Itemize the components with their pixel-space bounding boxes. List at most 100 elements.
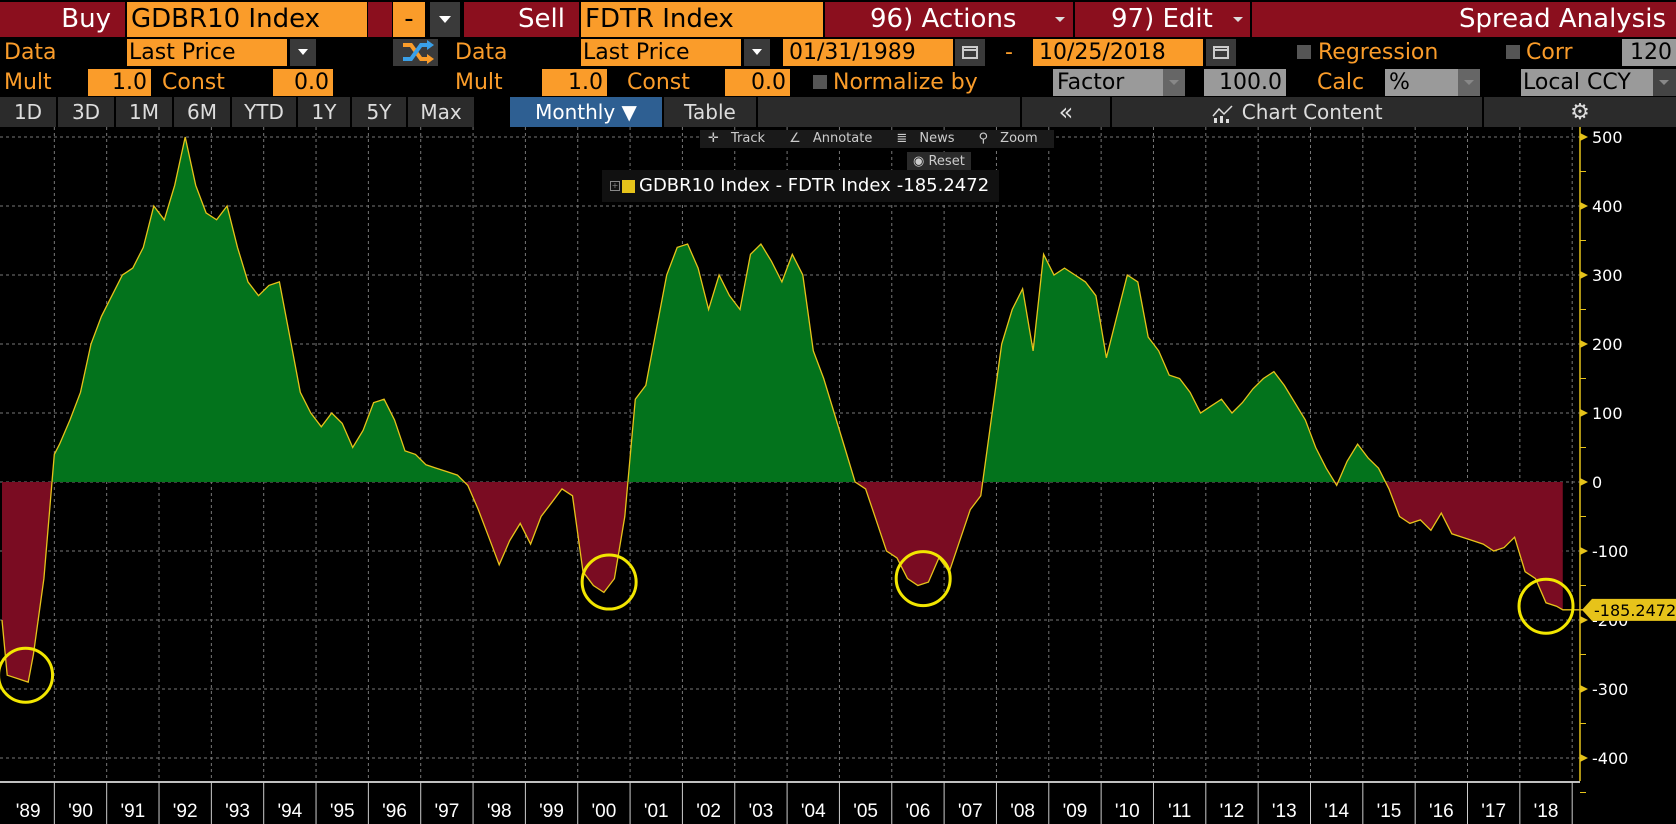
reset-label: Reset (928, 154, 965, 169)
corr-label: Corr (1526, 40, 1573, 65)
swap-icon (403, 40, 434, 64)
sell-mult-field[interactable]: 1.0 (542, 69, 607, 96)
tab-max[interactable]: Max (408, 97, 476, 127)
normalize-dropdown[interactable] (1163, 69, 1185, 96)
sell-ticker-input[interactable]: FDTR Index (581, 2, 823, 37)
svg-text:-185.2472: -185.2472 (1594, 601, 1676, 620)
currency-select[interactable]: Local CCY (1521, 69, 1653, 96)
settings-button[interactable]: ⚙ (1484, 97, 1676, 127)
tab-5y[interactable]: 5Y (352, 97, 408, 127)
chart-content-label: Chart Content (1241, 100, 1383, 124)
zoom-button[interactable]: ⚲ Zoom (971, 130, 1054, 148)
chevron-down-icon (752, 49, 762, 55)
chart-legend[interactable]: + GDBR10 Index - FDTR Index -185.2472 (602, 170, 1000, 202)
svg-text:'00: '00 (592, 801, 617, 822)
sell-ticker-text: FDTR Index (585, 4, 734, 34)
buy-ticker-input[interactable]: GDBR10 Index (127, 2, 367, 37)
start-date-field[interactable]: 01/31/1989 (783, 39, 953, 66)
svg-text:'99: '99 (539, 801, 564, 822)
svg-text:'05: '05 (853, 801, 878, 822)
svg-text:'04: '04 (801, 801, 826, 822)
start-date-calendar-button[interactable] (955, 39, 985, 66)
normalize-value: Factor (1057, 70, 1125, 95)
track-button[interactable]: ✛ Track (700, 130, 781, 148)
sell-label: Sell (518, 4, 565, 34)
svg-text:500: 500 (1592, 128, 1623, 147)
tab-spacer (758, 97, 1022, 127)
svg-text:100: 100 (1592, 404, 1623, 423)
tab-1d[interactable]: 1D (0, 97, 58, 127)
reset-icon: ◉ (913, 154, 925, 169)
spread-line (1, 136, 1583, 683)
end-date-field[interactable]: 10/25/2018 (1033, 39, 1203, 66)
track-label: Track (731, 131, 766, 146)
edit-menu[interactable]: 97) Edit (1075, 2, 1250, 37)
sell-const-label: Const (627, 70, 690, 95)
calc-dropdown[interactable] (1458, 69, 1480, 96)
tab-ytd[interactable]: YTD (232, 97, 298, 127)
actions-menu[interactable]: 96) Actions (825, 2, 1073, 37)
operator-select[interactable]: - (393, 2, 425, 37)
annotate-button[interactable]: ∠ Annotate (781, 130, 888, 148)
expand-icon[interactable]: + (610, 181, 620, 191)
end-date-calendar-button[interactable] (1206, 39, 1236, 66)
chart-content-button[interactable]: Chart Content (1112, 97, 1484, 127)
currency-dropdown[interactable] (1653, 69, 1676, 96)
buy-const-field[interactable]: 0.0 (273, 69, 333, 96)
sell-data-label: Data (455, 40, 508, 65)
page-title: Spread Analysis (1459, 4, 1666, 34)
svg-text:'14: '14 (1324, 801, 1349, 822)
svg-text:0: 0 (1592, 473, 1602, 492)
corr-window-field[interactable]: 120 (1622, 39, 1676, 66)
tab-monthly[interactable]: Monthly ▼ (510, 97, 664, 127)
normalize-checkbox[interactable] (813, 75, 827, 89)
tab-1m[interactable]: 1M (116, 97, 174, 127)
collapse-button[interactable]: « (1022, 97, 1112, 127)
zoom-label: Zoom (1000, 131, 1038, 146)
gear-icon: ⚙ (1570, 100, 1590, 125)
buy-mult-field[interactable]: 1.0 (88, 69, 151, 96)
buy-label: Buy (61, 4, 111, 34)
tab-6m[interactable]: 6M (174, 97, 232, 127)
reset-button[interactable]: ◉ Reset (907, 152, 971, 172)
highlight-circles (0, 550, 1575, 704)
tab-1y[interactable]: 1Y (298, 97, 352, 127)
sell-label-cell: Sell (464, 2, 579, 37)
normalize-label: Normalize by (833, 70, 978, 95)
calc-select[interactable]: % (1385, 69, 1458, 96)
sell-const-field[interactable]: 0.0 (725, 69, 790, 96)
date-separator: - (1005, 40, 1013, 65)
buy-ticker-text: GDBR10 Index (131, 4, 320, 34)
last-value-tag: -185.2472 (1582, 598, 1676, 621)
end-date-value: 10/25/2018 (1039, 40, 1166, 65)
normalize-select[interactable]: Factor (1053, 69, 1163, 96)
chevron-down-icon (1464, 80, 1474, 85)
regression-checkbox[interactable] (1297, 45, 1311, 59)
chevron-down-icon (298, 49, 308, 55)
sell-data-dropdown[interactable] (744, 39, 770, 66)
factor-field[interactable]: 100.0 (1204, 69, 1286, 96)
svg-text:'92: '92 (173, 801, 198, 822)
sell-const-value: 0.0 (751, 70, 786, 95)
svg-text:'11: '11 (1168, 801, 1191, 822)
tab-3d[interactable]: 3D (58, 97, 116, 127)
legend-last-value: -185.2472 (896, 175, 990, 196)
calc-label: Calc (1317, 70, 1365, 95)
svg-text:'10: '10 (1115, 801, 1140, 822)
actions-menu-label: 96) Actions (870, 4, 1017, 34)
sell-data-field[interactable]: Last Price (581, 39, 741, 66)
positive-area (52, 137, 1386, 482)
news-button[interactable]: ≣ News (888, 130, 970, 148)
svg-text:300: 300 (1592, 266, 1623, 285)
svg-text:'96: '96 (382, 801, 407, 822)
operator-dropdown-button[interactable] (430, 2, 460, 37)
calendar-icon (962, 46, 978, 59)
tab-table[interactable]: Table (664, 97, 758, 127)
sell-mult-value: 1.0 (568, 70, 603, 95)
corr-checkbox[interactable] (1506, 45, 1520, 59)
svg-text:'02: '02 (696, 801, 721, 822)
buy-data-field[interactable]: Last Price (127, 39, 287, 66)
buy-data-dropdown[interactable] (290, 39, 316, 66)
swap-button[interactable] (393, 39, 438, 66)
